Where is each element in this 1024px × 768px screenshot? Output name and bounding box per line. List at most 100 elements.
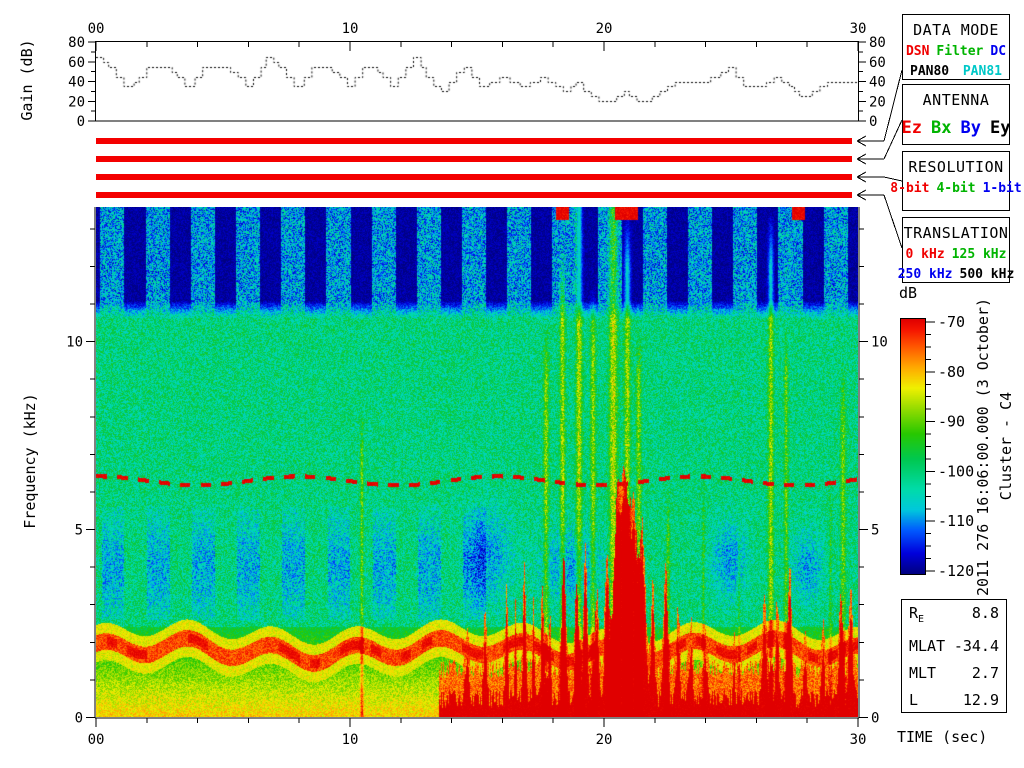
panel-value-filter: Filter xyxy=(936,44,984,59)
frequency-ylabel: Frequency (kHz) xyxy=(21,393,39,529)
spacecraft-label: Cluster - C4 xyxy=(997,391,1015,501)
panel-title: TRANSLATION xyxy=(903,224,1009,242)
colorbar-tick-label: -80 xyxy=(938,363,965,381)
gain-top-tick-label: 20 xyxy=(596,21,613,37)
callout-line xyxy=(883,194,903,249)
spec-left-tick-label: 5 xyxy=(75,523,83,539)
panel-value-1-bit: 1-bit xyxy=(982,181,1022,196)
ephemeris-value: 8.8 xyxy=(971,604,999,622)
spec-bottom-tick-label: 10 xyxy=(342,732,359,748)
panel-title: RESOLUTION xyxy=(908,158,1004,176)
gain-right-tick-label: 60 xyxy=(869,55,886,71)
colorbar-frame xyxy=(900,318,926,575)
ephemeris-row-re: RE 8.8 xyxy=(902,600,1006,633)
panel-value-dc: DC xyxy=(990,44,1007,59)
gain-left-tick-label: 60 xyxy=(68,55,85,71)
panel-value-500-khz: 500 kHz xyxy=(959,267,1015,282)
gain-top-tick-label: 10 xyxy=(342,21,359,37)
gain-trace-canvas xyxy=(96,42,858,122)
panel-value-bx: Bx xyxy=(931,118,952,138)
callout-arrowhead xyxy=(856,171,867,178)
ephemeris-label: R xyxy=(909,604,919,622)
panel-row: Ez Bx By Ey xyxy=(901,118,1011,138)
callout-line xyxy=(883,119,903,160)
spec-right-tick-label: 0 xyxy=(871,711,879,727)
spec-left-tick-label: 0 xyxy=(75,711,83,727)
panel-resolution: RESOLUTION 8-bit 4-bit 1-bit xyxy=(890,151,1022,211)
gain-right-tick-label: 0 xyxy=(869,114,877,130)
spec-bottom-tick-label: 20 xyxy=(596,732,613,748)
panel-value-by: By xyxy=(960,118,981,138)
panel-antenna: ANTENNA Ez Bx By Ey xyxy=(902,84,1010,145)
spec-left-tick-label: 10 xyxy=(66,335,83,351)
mode-bar xyxy=(96,174,852,180)
spec-bottom-tick-label: 00 xyxy=(88,732,105,748)
callout-arrowhead xyxy=(856,140,867,147)
panel-value-dsn: DSN xyxy=(905,44,930,59)
time-xlabel: TIME (sec) xyxy=(897,728,988,746)
callout-line xyxy=(883,69,903,142)
panel-row: 250 kHz 500 kHz xyxy=(898,267,1015,282)
panel-value-8-bit: 8-bit xyxy=(890,181,930,196)
callout-arrowhead xyxy=(856,135,867,142)
callout-line xyxy=(883,176,903,182)
gain-right-tick-label: 20 xyxy=(869,94,886,110)
ephemeris-panel: RE 8.8 MLAT -34.4 MLT 2.7 L 12.9 xyxy=(901,599,1007,713)
gain-left-tick-label: 80 xyxy=(68,35,85,51)
colorbar-tick-label: -110 xyxy=(938,512,974,530)
spec-right-tick-label: 5 xyxy=(871,523,879,539)
panel-value-pan80: PAN80 xyxy=(910,64,950,79)
colorbar-canvas xyxy=(901,319,925,574)
panel-value-250-khz: 250 kHz xyxy=(897,267,953,282)
callout-arrowhead xyxy=(856,158,867,165)
ephemeris-label: MLT xyxy=(909,664,937,682)
gain-top-tick-label: 00 xyxy=(88,21,105,37)
colorbar-label: dB xyxy=(899,284,918,302)
callout-arrowhead xyxy=(856,176,867,183)
start-time-label: 2011 276 16:06:00.000 (3 October) xyxy=(974,298,992,597)
ephemeris-value: -34.4 xyxy=(953,637,999,655)
gain-left-tick-label: 0 xyxy=(77,114,85,130)
colorbar-tick-label: -70 xyxy=(938,313,965,331)
mode-bar xyxy=(96,156,852,162)
callout-arrowhead xyxy=(856,189,867,196)
mode-bar xyxy=(96,138,852,144)
panel-title: DATA MODE xyxy=(913,21,999,39)
ephemeris-row-l: L 12.9 xyxy=(902,687,1006,714)
mode-bar xyxy=(96,192,852,198)
panel-value-4-bit: 4-bit xyxy=(936,181,976,196)
gain-top-tick-label: 30 xyxy=(850,21,867,37)
panel-translation: TRANSLATION 0 kHz 125 kHz 250 kHz 500 kHz xyxy=(898,217,1015,283)
ephemeris-value: 2.7 xyxy=(971,664,999,682)
spec-bottom-tick-label: 30 xyxy=(850,732,867,748)
gain-plot-frame xyxy=(95,41,859,122)
colorbar-tick-label: -100 xyxy=(938,462,974,480)
panel-value-ey: Ey xyxy=(989,118,1011,138)
colorbar-tick-label: -90 xyxy=(938,413,965,431)
gain-right-tick-label: 80 xyxy=(869,35,886,51)
spectrogram-canvas xyxy=(96,207,858,717)
ephemeris-label: MLAT xyxy=(909,637,946,655)
callout-arrowhead xyxy=(856,194,867,201)
panel-data-mode: DATA MODE DSN Filter DC PAN80 PAN81 xyxy=(902,14,1010,80)
ephemeris-label-sub: E xyxy=(918,614,925,625)
gain-ylabel: Gain (dB) xyxy=(18,39,36,121)
panel-value-125-khz: 125 kHz xyxy=(951,247,1007,262)
callout-arrowhead xyxy=(856,153,867,160)
panel-value-0-khz: 0 kHz xyxy=(905,247,945,262)
gain-right-tick-label: 40 xyxy=(869,75,886,91)
panel-row: PAN80 PAN81 xyxy=(903,64,1009,79)
panel-row: DSN Filter DC xyxy=(903,44,1009,59)
panel-row: 0 kHz 125 kHz xyxy=(903,247,1009,262)
panel-title: ANTENNA xyxy=(922,91,990,109)
gain-left-tick-label: 40 xyxy=(68,75,85,91)
panel-value-ez: Ez xyxy=(901,118,923,138)
spec-right-tick-label: 10 xyxy=(871,335,888,351)
ephemeris-row-mlt: MLT 2.7 xyxy=(902,660,1006,687)
ephemeris-value: 12.9 xyxy=(962,691,999,709)
ephemeris-row-mlat: MLAT -34.4 xyxy=(902,633,1006,660)
panel-value-pan81: PAN81 xyxy=(962,64,1002,79)
panel-row: 8-bit 4-bit 1-bit xyxy=(890,181,1021,196)
